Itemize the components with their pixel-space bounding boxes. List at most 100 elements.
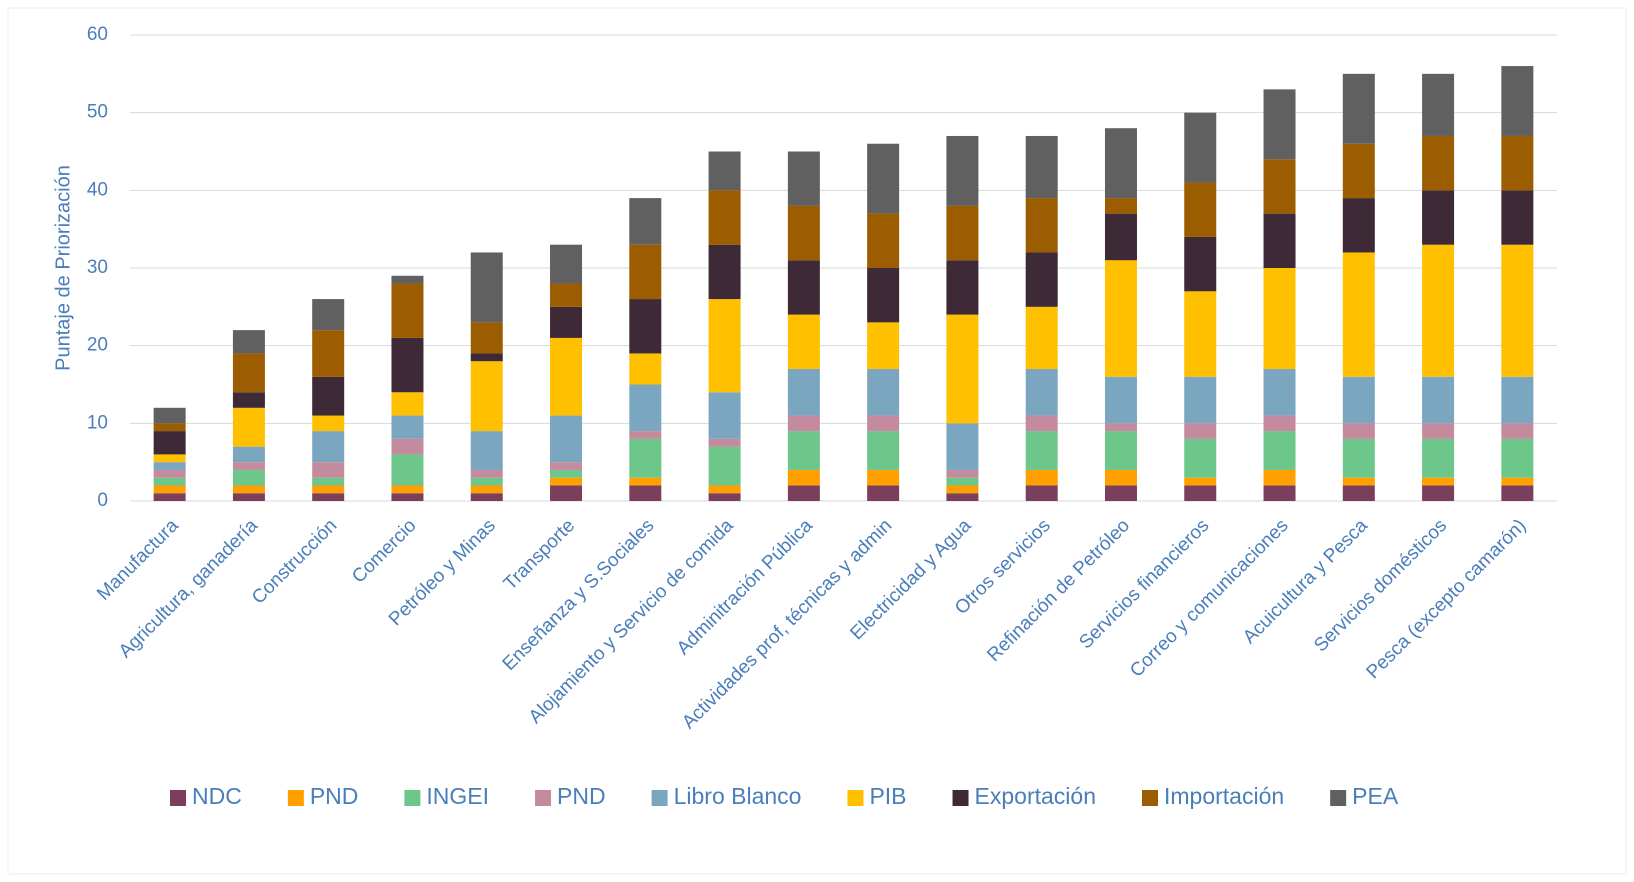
bar-segment — [550, 462, 583, 470]
bar-segment — [1184, 477, 1217, 486]
bar-segment — [1025, 198, 1058, 253]
bar-segment — [946, 469, 979, 478]
legend-label: PND — [310, 783, 359, 809]
x-tick-label: Manufactura — [93, 515, 183, 605]
bar-segment — [708, 392, 741, 439]
bar-segment — [550, 244, 583, 284]
bar-segment — [1342, 485, 1375, 501]
bar-segment — [232, 462, 265, 470]
bar-segment — [1342, 252, 1375, 377]
bar-segment — [312, 415, 345, 432]
bar-segment — [629, 384, 662, 432]
legend-swatch — [1330, 790, 1347, 806]
legend-label: NDC — [192, 783, 242, 809]
bar-segment — [1263, 159, 1296, 214]
bar-segment — [312, 330, 345, 377]
bar-segment — [1104, 485, 1137, 501]
bar-segment — [1263, 431, 1296, 470]
bar-segment — [867, 469, 900, 486]
bar-segment — [1025, 485, 1058, 501]
bar-segment — [1422, 135, 1455, 191]
chart-frame — [7, 7, 1627, 875]
bar-segment — [153, 423, 186, 432]
bar-segment — [1342, 198, 1375, 253]
bar-segment — [1501, 438, 1534, 478]
bar-segment — [1104, 376, 1137, 424]
bar-segment — [391, 275, 424, 284]
bar-segment — [1104, 213, 1137, 261]
bar-segment — [1501, 66, 1534, 136]
x-tick-label: Correo y comunicaciones — [1126, 515, 1292, 681]
bar-segment — [787, 415, 820, 432]
bar-segment — [946, 485, 979, 494]
bar-segment — [1025, 469, 1058, 486]
bar-segment — [153, 407, 186, 424]
bar-segment — [550, 337, 583, 416]
x-tick-label: Transporte — [500, 515, 579, 594]
bar-segment — [391, 283, 424, 338]
bar-segment — [1501, 423, 1534, 439]
bar-segment — [232, 493, 265, 501]
bar-segment — [1501, 244, 1534, 377]
bar-segment — [1342, 423, 1375, 439]
legend-swatch — [847, 790, 864, 806]
bar-segment — [1184, 485, 1217, 501]
y-tick-label: 0 — [97, 490, 108, 511]
bar-segment — [708, 190, 741, 245]
y-tick-label: 60 — [87, 24, 108, 45]
bar-segment — [708, 438, 741, 447]
bar-segment — [1263, 368, 1296, 416]
bar-segment — [153, 485, 186, 494]
bar-segment — [787, 151, 820, 206]
bar-segment — [153, 493, 186, 501]
bar-segment — [867, 415, 900, 432]
bar-segment — [1501, 190, 1534, 245]
bar-segment — [391, 415, 424, 439]
x-tick-label: Enseñanza y S.Sociales — [499, 515, 659, 675]
bar-segment — [312, 299, 345, 331]
legend-label: Importación — [1164, 783, 1284, 809]
bar-segment — [1342, 477, 1375, 486]
bar-segment — [1422, 244, 1455, 377]
bar-segment — [629, 244, 662, 300]
bar-segment — [1263, 415, 1296, 432]
bar-segment — [708, 446, 741, 486]
bar-segment — [867, 143, 900, 214]
y-tick-label: 20 — [87, 335, 108, 356]
bar-segment — [1263, 213, 1296, 268]
bar-segment — [470, 485, 503, 494]
bar-segment — [1104, 469, 1137, 486]
legend-label: INGEI — [426, 783, 489, 809]
bar-segment — [629, 485, 662, 501]
legend-swatch — [1142, 790, 1158, 806]
legend-label: PND — [557, 783, 606, 809]
bar-segment — [787, 485, 820, 501]
bar-segment — [232, 446, 265, 463]
bar-segment — [629, 299, 662, 354]
legend-swatch — [404, 790, 421, 806]
bar-segment — [312, 462, 345, 478]
bar-segment — [470, 469, 503, 478]
bar-segment — [629, 477, 662, 486]
bar-segment — [1184, 112, 1217, 183]
bar-segment — [391, 392, 424, 416]
bar-segment — [1184, 423, 1217, 439]
bar-segment — [312, 485, 345, 494]
bar-segment — [232, 330, 265, 354]
y-tick-label: 50 — [87, 102, 108, 123]
bar-segment — [312, 376, 345, 416]
bar-segment — [391, 454, 424, 486]
bar-segment — [550, 477, 583, 486]
bar-segment — [946, 260, 979, 315]
bar-segment — [787, 368, 820, 416]
bar-segment — [1342, 376, 1375, 424]
bar-segment — [867, 431, 900, 470]
bar-segment — [867, 368, 900, 416]
bar-segment — [153, 454, 186, 463]
bar-segment — [1104, 128, 1137, 199]
bar-segment — [153, 431, 186, 455]
bar-segment — [470, 353, 503, 362]
bar-segment — [232, 353, 265, 393]
bar-segment — [946, 493, 979, 501]
bar-segment — [787, 469, 820, 486]
